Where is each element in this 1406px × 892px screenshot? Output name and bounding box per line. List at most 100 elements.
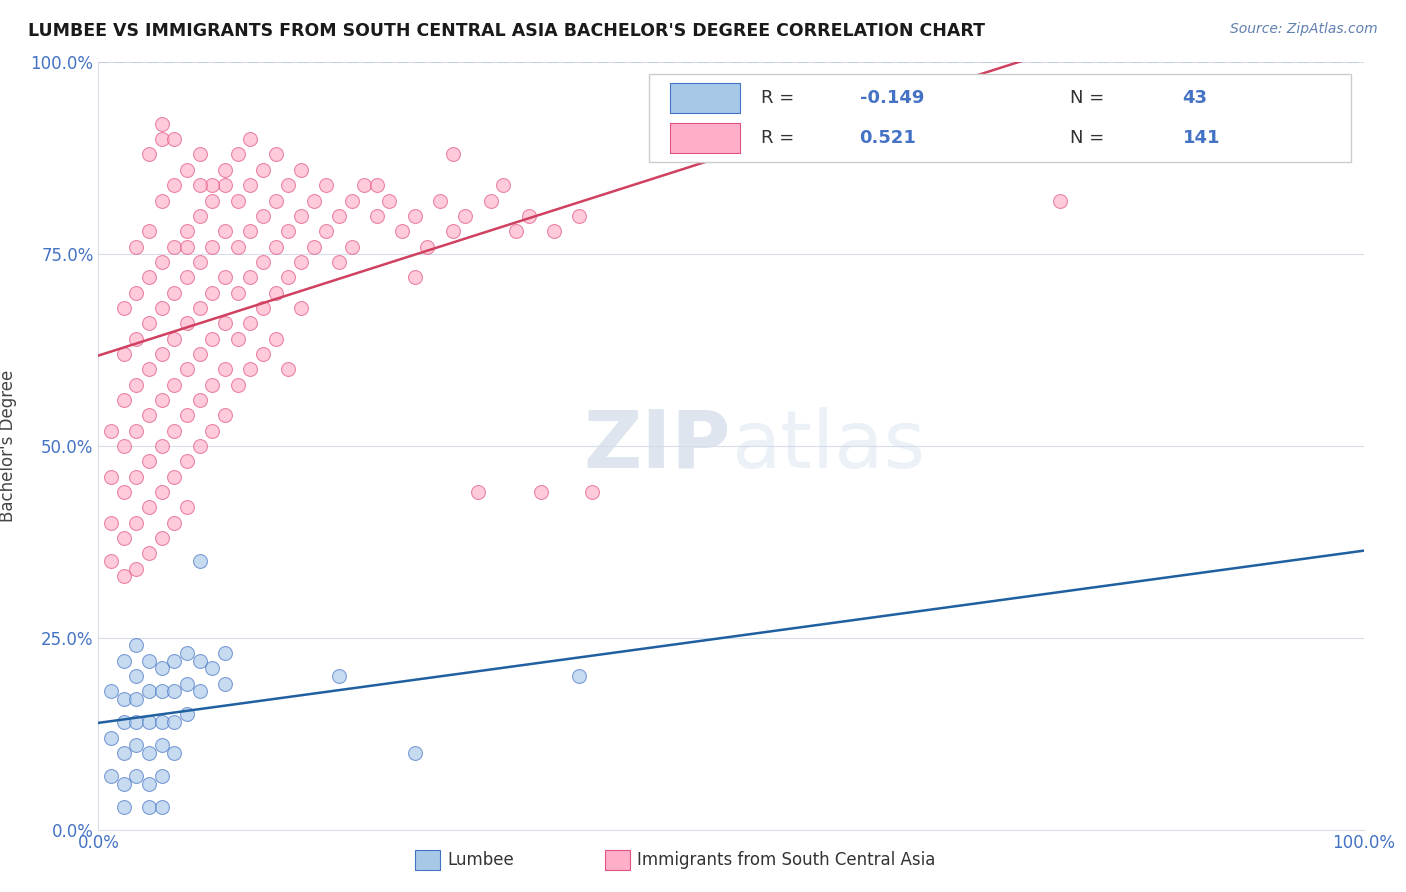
Point bbox=[226, 285, 249, 300]
Point bbox=[125, 469, 148, 483]
Point bbox=[568, 209, 591, 223]
Point bbox=[150, 531, 173, 545]
Point bbox=[505, 224, 527, 238]
Text: Lumbee: Lumbee bbox=[447, 851, 513, 869]
Point bbox=[264, 285, 287, 300]
Point bbox=[328, 255, 350, 269]
Point bbox=[112, 392, 135, 407]
Point bbox=[290, 209, 312, 223]
Point bbox=[163, 239, 186, 253]
Point bbox=[188, 347, 211, 361]
Point bbox=[150, 769, 173, 783]
Point bbox=[150, 117, 173, 131]
Point bbox=[226, 332, 249, 346]
Point bbox=[112, 485, 135, 500]
Point bbox=[328, 669, 350, 683]
Point bbox=[277, 178, 299, 193]
Point bbox=[176, 409, 198, 423]
Point bbox=[125, 562, 148, 576]
Point bbox=[226, 377, 249, 392]
Point bbox=[100, 731, 122, 745]
Point bbox=[176, 239, 198, 253]
Point bbox=[239, 270, 262, 285]
Point bbox=[138, 270, 160, 285]
Point bbox=[138, 454, 160, 468]
Point bbox=[290, 162, 312, 177]
Point bbox=[125, 769, 148, 783]
Point bbox=[315, 178, 337, 193]
Point bbox=[125, 377, 148, 392]
Point bbox=[492, 178, 515, 193]
Point bbox=[416, 239, 439, 253]
Point bbox=[188, 178, 211, 193]
Text: ZIP: ZIP bbox=[583, 407, 731, 485]
Point bbox=[125, 332, 148, 346]
Point bbox=[112, 776, 135, 790]
Point bbox=[138, 799, 160, 814]
Point bbox=[125, 285, 148, 300]
Point bbox=[112, 654, 135, 668]
Point bbox=[176, 162, 198, 177]
Point bbox=[112, 715, 135, 730]
Point bbox=[201, 239, 224, 253]
Point bbox=[366, 209, 388, 223]
Point bbox=[176, 677, 198, 691]
Point bbox=[138, 147, 160, 161]
Point bbox=[138, 715, 160, 730]
Point bbox=[404, 270, 426, 285]
Point bbox=[163, 178, 186, 193]
Point bbox=[150, 194, 173, 208]
Point bbox=[176, 270, 198, 285]
Point bbox=[150, 255, 173, 269]
Point bbox=[201, 194, 224, 208]
Point bbox=[214, 677, 236, 691]
Point bbox=[100, 684, 122, 698]
Point bbox=[277, 224, 299, 238]
Point bbox=[264, 332, 287, 346]
Point bbox=[581, 485, 603, 500]
Point bbox=[454, 209, 477, 223]
Point bbox=[239, 178, 262, 193]
Point bbox=[467, 485, 489, 500]
Point bbox=[214, 646, 236, 660]
Point bbox=[176, 500, 198, 515]
Point bbox=[163, 424, 186, 438]
Point bbox=[214, 270, 236, 285]
Text: atlas: atlas bbox=[731, 407, 925, 485]
Point bbox=[530, 485, 553, 500]
Point bbox=[479, 194, 502, 208]
Point bbox=[176, 707, 198, 722]
Text: Immigrants from South Central Asia: Immigrants from South Central Asia bbox=[637, 851, 935, 869]
Point bbox=[252, 209, 274, 223]
Point bbox=[100, 516, 122, 530]
Point bbox=[163, 469, 186, 483]
Point bbox=[163, 332, 186, 346]
Point bbox=[112, 347, 135, 361]
Point bbox=[441, 147, 464, 161]
Point bbox=[188, 255, 211, 269]
Point bbox=[252, 301, 274, 315]
Point bbox=[112, 439, 135, 453]
Point bbox=[264, 239, 287, 253]
Point bbox=[150, 392, 173, 407]
Point bbox=[239, 316, 262, 330]
Point bbox=[125, 692, 148, 706]
Point bbox=[188, 209, 211, 223]
Point bbox=[163, 285, 186, 300]
Point bbox=[226, 194, 249, 208]
Point bbox=[100, 424, 122, 438]
Point bbox=[125, 424, 148, 438]
Point bbox=[252, 255, 274, 269]
Point bbox=[201, 332, 224, 346]
Point bbox=[163, 684, 186, 698]
Point bbox=[138, 684, 160, 698]
Point bbox=[404, 746, 426, 760]
Point bbox=[214, 362, 236, 376]
Point bbox=[163, 516, 186, 530]
Point bbox=[277, 270, 299, 285]
Point bbox=[112, 692, 135, 706]
Text: Source: ZipAtlas.com: Source: ZipAtlas.com bbox=[1230, 22, 1378, 37]
Point bbox=[176, 646, 198, 660]
Point bbox=[188, 654, 211, 668]
Point bbox=[264, 147, 287, 161]
